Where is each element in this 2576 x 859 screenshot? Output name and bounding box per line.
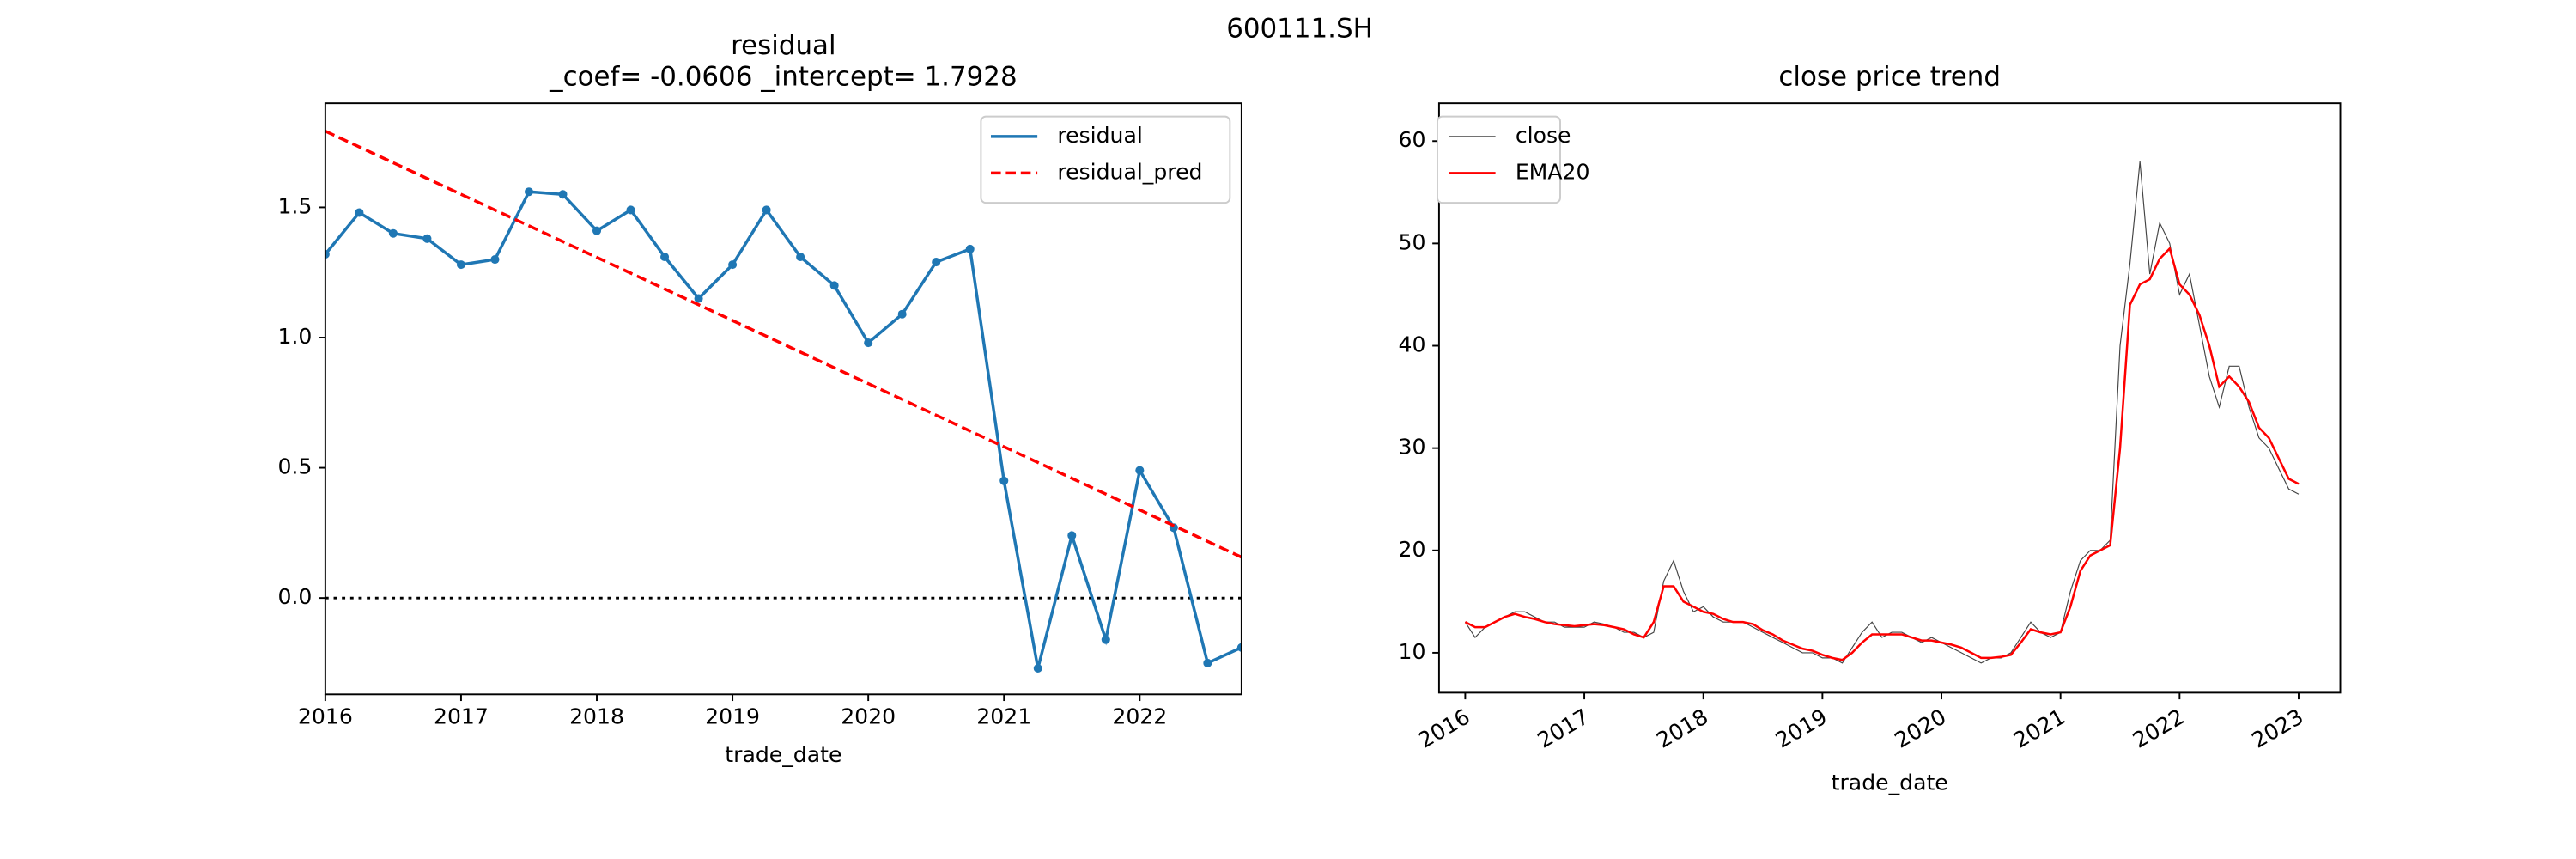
plot-area [325,130,1242,673]
series-line [325,130,1242,559]
legend-label: residual [1057,123,1143,148]
x-tick-label: 2016 [1414,704,1474,753]
y-tick-label: 20 [1398,537,1425,562]
data-point [388,228,398,238]
chart-subtitle: _coef= -0.0606 _intercept= 1.7928 [549,62,1017,93]
data-point [524,187,534,197]
data-point [422,234,432,243]
y-tick-label: 0.5 [277,454,312,479]
x-tick-label: 2020 [841,704,896,728]
y-tick-label: 1.0 [277,324,312,349]
data-point [897,309,907,319]
data-point [694,294,703,303]
data-point [660,252,670,262]
y-tick-label: 50 [1398,229,1425,254]
data-point [355,208,364,217]
chart-title: close price trend [1778,62,2001,93]
x-tick-label: 2022 [2129,704,2189,753]
data-point [456,260,465,270]
series-layer [1464,161,2300,664]
data-point [626,205,635,215]
x-tick-label: 2020 [1891,704,1951,753]
x-tick-label: 2021 [2009,704,2069,753]
legend-label: EMA20 [1516,159,1590,184]
series-line [1464,161,2300,664]
y-tick-label: 30 [1398,435,1425,460]
x-tick-label: 2019 [1771,704,1832,753]
x-tick-label: 2023 [2248,704,2308,753]
legend-label: residual_pred [1057,159,1202,184]
data-point [1101,635,1110,644]
data-point [1135,466,1145,475]
series-line [325,190,1242,669]
chart-title: residual [731,30,835,61]
data-point [1033,663,1042,673]
y-tick-label: 0.0 [277,584,312,609]
legend-label: close [1516,123,1571,148]
axes-frame [1437,102,2342,694]
data-point [558,190,568,199]
data-point [1236,643,1242,652]
plot-area [1464,161,2300,664]
data-point [965,244,975,253]
x-axis-label: trade_date [725,742,841,767]
x-tick-label: 2018 [1652,704,1712,753]
data-point [762,205,771,215]
data-point [999,476,1009,485]
y-tick-label: 1.5 [277,193,312,218]
series-line [1464,246,2300,661]
x-tick-label: 2022 [1112,704,1167,728]
x-tick-label: 2018 [569,704,624,728]
legend: residual residual_pred [980,115,1231,204]
y-tick-label: 60 [1398,127,1425,152]
x-tick-label: 2017 [1534,704,1594,753]
data-point [490,255,500,265]
legend-box [1437,115,1561,204]
data-point [325,249,330,259]
data-point [796,252,805,262]
legend-box [980,115,1231,204]
x-axis-label: trade_date [1832,771,1948,795]
data-point [592,226,602,235]
data-point [1203,658,1212,667]
data-point [1067,531,1077,540]
legend: close EMA20 [1437,115,1590,204]
data-point [829,281,839,290]
x-tick-label: 2021 [976,704,1031,728]
x-tick-label: 2016 [298,704,353,728]
series-layer [325,130,1242,673]
data-point [932,258,941,267]
data-point [728,260,738,270]
data-point [864,338,873,348]
x-tick-label: 2019 [705,704,760,728]
y-tick-label: 40 [1398,332,1425,357]
y-tick-label: 10 [1398,639,1425,664]
x-tick-label: 2017 [434,704,489,728]
figure-title: 600111.SH [1226,14,1373,45]
axes-frame [324,102,1242,696]
